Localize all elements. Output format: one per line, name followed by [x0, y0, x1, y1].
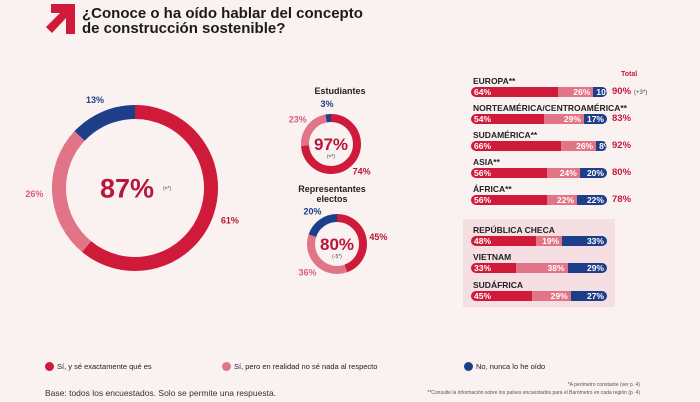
total-header: Total — [621, 71, 638, 78]
donut-slice — [82, 105, 218, 271]
legend-dot-icon — [45, 362, 54, 371]
footnote-2: **Consulte la información sobre los país… — [427, 390, 640, 396]
slice-label: 20% — [304, 206, 322, 216]
donut-center-note: (=*) — [327, 154, 336, 160]
slice-label: 13% — [86, 95, 104, 105]
total-value: 90% (+3*) — [612, 86, 647, 97]
bar-segment: 54% — [471, 114, 545, 124]
legend-dot-icon — [222, 362, 231, 371]
slice-label: 23% — [289, 114, 307, 124]
stacked-bar: 33% 38% 29% — [471, 263, 607, 273]
bar-segment: 27% — [570, 291, 607, 301]
legend-label: Sí, pero en realidad no sé nada al respe… — [234, 362, 378, 371]
slice-label: 3% — [321, 99, 334, 109]
bar-segment: 19% — [536, 236, 563, 246]
slice-label: 74% — [353, 166, 371, 176]
legend-label: No, nunca lo he oído — [476, 362, 546, 371]
stacked-bar: 48% 19% 33% — [471, 236, 607, 246]
total-number: 80% — [612, 167, 632, 178]
bar-segment: 56% — [471, 195, 548, 205]
footnote-1: *A perímetro constante (ver p. 4) — [567, 382, 640, 388]
bar-segment: 56% — [471, 168, 548, 178]
total-number: 92% — [612, 140, 632, 151]
bar-segment: 17% — [583, 114, 607, 124]
stacked-bar: 64%26%10% — [471, 87, 607, 97]
total-value: 92% — [612, 140, 631, 151]
bar-segment: 29% — [544, 114, 584, 124]
bar-segment: 22% — [547, 195, 578, 205]
region-label: ASIA** — [473, 157, 500, 167]
region-label: VIETNAM — [473, 252, 512, 262]
stacked-bar: 56% 22% 22% — [471, 195, 607, 205]
total-value: 78% — [612, 194, 631, 205]
stacked-bar: 66%26%8% — [471, 141, 607, 151]
bar-segment: 22% — [577, 195, 607, 205]
donut-center-note: (=*) — [163, 186, 172, 192]
bar-segment: 24% — [547, 168, 580, 178]
bar-segment: 64% — [471, 87, 559, 97]
donut-slice — [301, 114, 361, 174]
slice-label: 36% — [299, 268, 317, 278]
total-note: (+3*) — [634, 90, 648, 96]
region-label: EUROPA** — [473, 76, 516, 86]
donut-center-value: 80% — [320, 235, 354, 254]
total-number: 78% — [612, 194, 632, 205]
donut-slice — [52, 131, 92, 252]
brand-arrow-logo — [46, 4, 75, 34]
total-number: 90% — [612, 86, 632, 97]
bar-segment: 29% — [567, 263, 607, 273]
donut-title-representatives: Representantes electos — [298, 184, 366, 204]
bar-segment: 45% — [471, 291, 532, 301]
bar-segment: 8% — [596, 141, 607, 151]
donut-center-note: (-5*) — [332, 254, 342, 260]
legend-item-yes-not: Sí, pero en realidad no sé nada al respe… — [222, 362, 377, 371]
donut-slice — [336, 214, 367, 273]
legend-dot-icon — [464, 362, 473, 371]
bar-segment: 66% — [471, 141, 561, 151]
bar-segment: 26% — [558, 87, 594, 97]
total-number: 83% — [612, 113, 632, 124]
donut-slice — [301, 114, 328, 146]
slice-label: 45% — [369, 232, 387, 242]
region-label: SUDÁFRICA — [473, 280, 524, 290]
region-label: ÁFRICA** — [473, 184, 512, 194]
bar-segment: 33% — [471, 263, 516, 273]
stacked-bar: 56% 24% 20% — [471, 168, 607, 178]
legend-label: Sí, y sé exactamente qué es — [57, 362, 152, 371]
region-label: REPÚBLICA CHECA — [473, 225, 555, 235]
slice-label: 61% — [221, 216, 239, 226]
bar-segment: 48% — [471, 236, 537, 246]
stacked-bar: 45% 29% 27% — [471, 291, 607, 301]
bar-segment: 10% — [593, 87, 607, 97]
stacked-bar: 54% 29% 17% — [471, 114, 607, 124]
donut-center-value: 97% — [314, 135, 348, 154]
bar-segment: 38% — [515, 263, 568, 273]
total-value: 83% — [612, 113, 631, 124]
total-value: 80% — [612, 167, 631, 178]
page-title: ¿Conoce o ha oído hablar del concepto de… — [82, 5, 363, 37]
region-label: NORTEAMÉRICA/CENTROAMÉRICA** — [473, 103, 627, 113]
bar-segment: 29% — [531, 291, 571, 301]
bar-segment: 26% — [560, 141, 597, 151]
donut-title-students: Estudiantes — [314, 86, 365, 96]
slice-label: 26% — [25, 189, 43, 199]
bar-segment: 33% — [562, 236, 607, 246]
donut-slice — [74, 105, 136, 141]
legend-item-no: No, nunca lo he oído — [464, 362, 545, 371]
donut-slice — [307, 234, 348, 274]
legend-item-yes-know: Sí, y sé exactamente qué es — [45, 362, 152, 371]
bar-segment: 20% — [579, 168, 607, 178]
donut-slice — [308, 214, 338, 238]
region-label: SUDAMÉRICA** — [473, 130, 538, 140]
base-note: Base: todos los encuestados. Solo se per… — [45, 388, 277, 398]
donut-center-value: 87% — [100, 173, 154, 203]
donut-charts: 61%26%13%87% (=*)74%23%3%97%(=*)45%36%20%… — [25, 86, 387, 278]
